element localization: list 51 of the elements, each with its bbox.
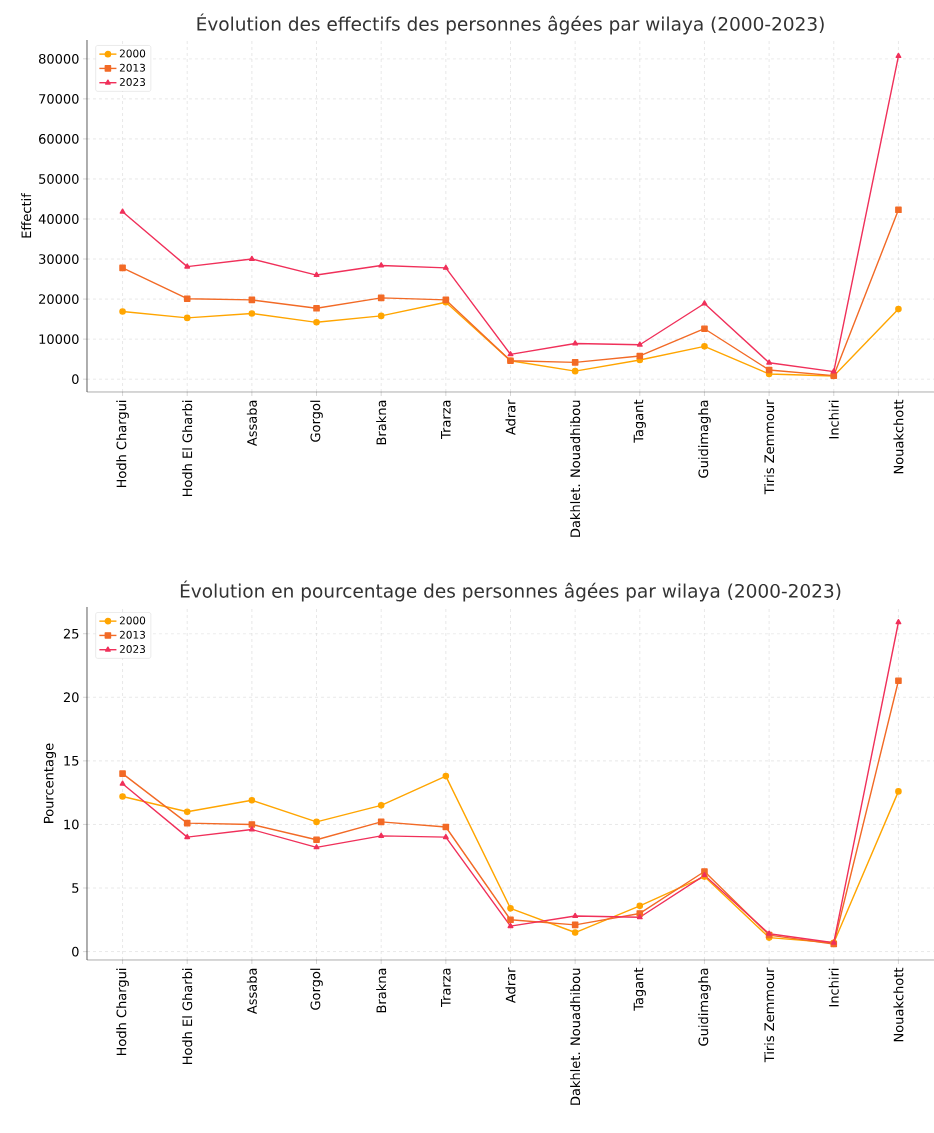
y-tick-label: 70000 <box>39 93 79 104</box>
x-tick-label: Tiris Zemmour <box>764 967 775 1063</box>
legend-label: 2000 <box>119 49 146 58</box>
legend-label: 2013 <box>119 630 145 639</box>
y-tick-label: 40000 <box>38 214 79 224</box>
y-tick-label: 15 <box>64 756 79 766</box>
y-tick-label: 20 <box>63 692 79 703</box>
y-tick-label: 25 <box>63 628 79 639</box>
x-tick-label: Tagant <box>633 967 646 1011</box>
x-tick-label: Trarza <box>441 400 451 440</box>
y-tick-label: 20000 <box>39 294 79 305</box>
x-tick-label: Trarza <box>441 968 451 1008</box>
x-tick-label: Assaba <box>246 400 257 447</box>
x-tick-label: Inchiri <box>828 968 839 1007</box>
x-tick-label: Nouakchott <box>893 967 904 1042</box>
y-tick-label: 5 <box>72 883 79 893</box>
y-tick-label: 50000 <box>39 174 79 184</box>
x-tick-label: Gorgol <box>310 400 323 442</box>
legend-label: 2023 <box>119 645 145 654</box>
y-axis-title: Effectif <box>21 192 32 238</box>
legend-label: 2000 <box>119 616 146 625</box>
x-tick-label: Inchiri <box>828 400 839 439</box>
legend-label: 2013 <box>119 63 145 72</box>
x-tick-label: Assaba <box>246 968 257 1015</box>
x-tick-label: Hodh Chargui <box>116 400 129 488</box>
x-tick-label: Brakna <box>376 968 387 1013</box>
chart-title: Évolution des effectifs des personnes âgées par wilaya (2000-2023) <box>197 13 824 35</box>
x-tick-label: Guidimagha <box>698 400 711 478</box>
x-tick-label: Adrar <box>505 967 516 1004</box>
y-tick-label: 10000 <box>39 334 79 345</box>
x-tick-label: Hodh El Gharbi <box>182 400 193 497</box>
x-tick-label: Guidimagha <box>698 968 711 1046</box>
y-tick-label: 0 <box>72 946 79 957</box>
x-tick-label: Dakhlet. Nouadhibou <box>570 968 581 1105</box>
y-tick-label: 0 <box>72 374 79 385</box>
x-tick-label: Tiris Zemmour <box>764 399 775 495</box>
y-axis-title: Pourcentage <box>43 743 57 823</box>
y-tick-label: 60000 <box>39 134 79 144</box>
y-tick-label: 80000 <box>38 53 79 64</box>
y-tick-label: 30000 <box>39 254 79 264</box>
x-tick-label: Brakna <box>376 400 387 445</box>
x-tick-label: Nouakchott <box>893 399 904 474</box>
y-tick-label: 10 <box>64 819 79 830</box>
x-tick-label: Hodh Chargui <box>116 968 129 1056</box>
chart-title: Évolution en pourcentage des personnes âgées par wilaya (2000-2023) <box>180 580 841 602</box>
x-tick-label: Tagant <box>633 399 646 443</box>
x-tick-label: Adrar <box>505 399 516 436</box>
legend-label: 2023 <box>119 78 145 86</box>
x-tick-label: Gorgol <box>310 968 323 1010</box>
x-tick-label: Hodh El Gharbi <box>182 968 193 1065</box>
x-tick-label: Dakhlet. Nouadhibou <box>570 400 581 537</box>
